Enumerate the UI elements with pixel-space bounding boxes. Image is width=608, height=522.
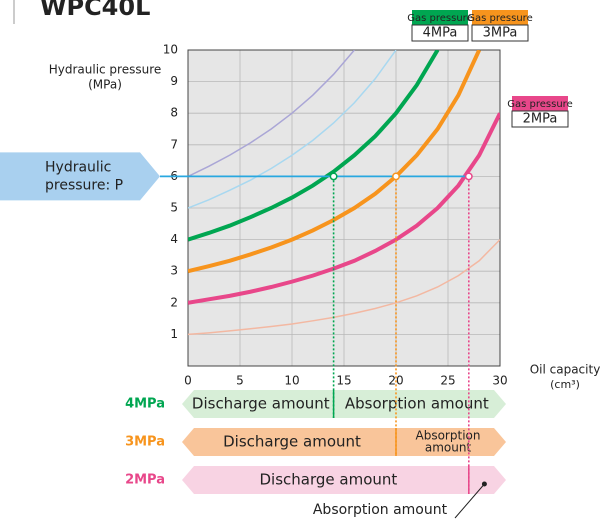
intersection-point — [329, 172, 338, 181]
amount-bar — [182, 466, 506, 494]
legend-title-box — [512, 96, 568, 111]
absorption-label: Absorption amount — [313, 502, 448, 518]
y-axis-label: (MPa) — [88, 78, 122, 92]
y-tick-label: 1 — [170, 327, 178, 341]
amount-row-label: 3MPa — [125, 435, 165, 450]
discharge-label: Discharge amount — [192, 395, 330, 413]
x-axis-label: (cm³) — [550, 378, 580, 391]
legend-box — [471, 24, 529, 42]
y-tick-label: 4 — [170, 232, 178, 246]
legend-label: 4MPa — [423, 26, 458, 41]
y-axis-label: Hydraulic pressure — [49, 63, 162, 77]
absorption-label: Absorption — [416, 429, 481, 443]
legend-title-box — [412, 10, 468, 25]
intersection-point — [464, 172, 473, 181]
line-series — [188, 50, 440, 242]
legend-label: 3MPa — [483, 26, 518, 41]
legend-title: Gas pressure — [407, 13, 472, 24]
legend-box — [511, 110, 569, 128]
y-tick-label: 8 — [170, 106, 178, 120]
y-tick-label: 10 — [163, 43, 178, 57]
legend-box — [411, 24, 469, 42]
y-tick-label: 7 — [170, 137, 178, 151]
x-axis-label: Oil capacity — [530, 363, 601, 377]
amount-row-label: 4MPa — [125, 397, 165, 412]
x-tick-label: 30 — [492, 374, 507, 388]
chart-title: WPC40L — [40, 0, 150, 21]
discharge-label: Discharge amount — [260, 471, 398, 489]
x-tick-label: 15 — [336, 374, 351, 388]
line-series — [188, 50, 355, 178]
legend-title: Gas pressure — [507, 99, 572, 110]
legend-title: Gas pressure — [467, 13, 532, 24]
y-tick-label: 9 — [170, 74, 178, 88]
line-series — [188, 50, 482, 274]
intersection-point — [392, 172, 400, 181]
amount-bar — [182, 428, 506, 456]
legend-title-box — [472, 10, 528, 25]
x-tick-label: 0 — [184, 374, 192, 388]
line-series — [188, 112, 500, 305]
pressure-label: Hydraulic — [45, 159, 111, 175]
line-series — [188, 50, 397, 209]
discharge-label: Discharge amount — [223, 433, 361, 451]
absorption-label: amount — [425, 441, 472, 455]
x-tick-label: 10 — [284, 374, 299, 388]
y-tick-label: 5 — [170, 201, 178, 215]
y-tick-label: 3 — [170, 264, 178, 278]
absorption-label: Absorption amount — [345, 395, 489, 413]
amount-row-label: 2MPa — [125, 473, 165, 488]
y-tick-label: 2 — [170, 295, 178, 309]
line-series — [188, 239, 500, 336]
legend-label: 2MPa — [523, 112, 558, 127]
pressure-label: pressure: P — [45, 177, 123, 193]
amount-bar — [182, 390, 506, 418]
x-tick-label: 25 — [440, 374, 455, 388]
callout-line — [454, 483, 485, 519]
x-tick-label: 5 — [236, 374, 244, 388]
pressure-arrow — [0, 152, 160, 201]
